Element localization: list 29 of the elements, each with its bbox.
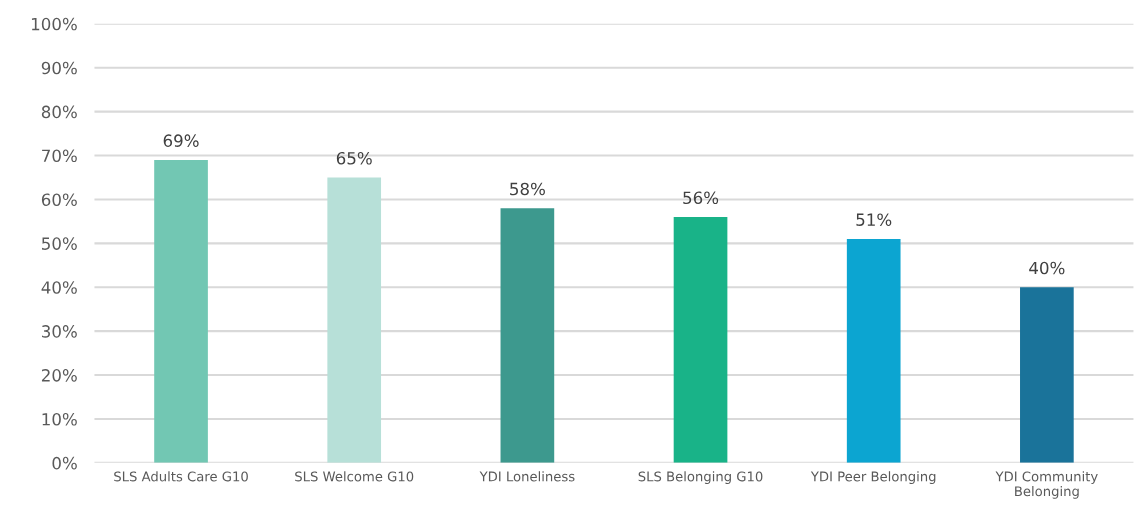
y-tick-label: 0%	[52, 456, 77, 470]
x-tick-label: YDI Peer Belonging	[810, 471, 936, 484]
bar	[673, 217, 728, 463]
data-label: 69%	[163, 134, 199, 147]
data-label: 65%	[336, 151, 372, 165]
bar	[500, 208, 555, 463]
y-tick-label: 100%	[31, 17, 77, 31]
bar	[327, 177, 382, 463]
y-tick-label: 30%	[42, 325, 77, 338]
y-tick-label: 60%	[41, 193, 77, 206]
y-tick-label: 20%	[41, 369, 77, 382]
y-tick-label: 70%	[42, 149, 77, 163]
x-tick-label: YDI Community Belonging	[995, 471, 1098, 499]
data-label: 56%	[683, 191, 719, 205]
y-tick-label: 40%	[41, 281, 77, 294]
x-tick-label: SLS Adults Care G10	[114, 471, 248, 482]
data-label: 58%	[510, 182, 545, 196]
x-tick-label: SLS Welcome G10	[295, 471, 414, 482]
x-tick-label: SLS Belonging G10	[638, 471, 763, 484]
x-tick-label: YDI Loneliness	[479, 471, 575, 482]
bar	[846, 238, 901, 463]
data-label: 40%	[1029, 261, 1065, 275]
y-tick-label: 50%	[42, 237, 77, 250]
bar	[154, 159, 208, 463]
data-label: 51%	[856, 213, 892, 226]
y-tick-label: 10%	[42, 412, 77, 426]
y-tick-label: 90%	[41, 61, 77, 75]
bar	[1020, 287, 1074, 463]
y-tick-label: 80%	[41, 105, 77, 119]
